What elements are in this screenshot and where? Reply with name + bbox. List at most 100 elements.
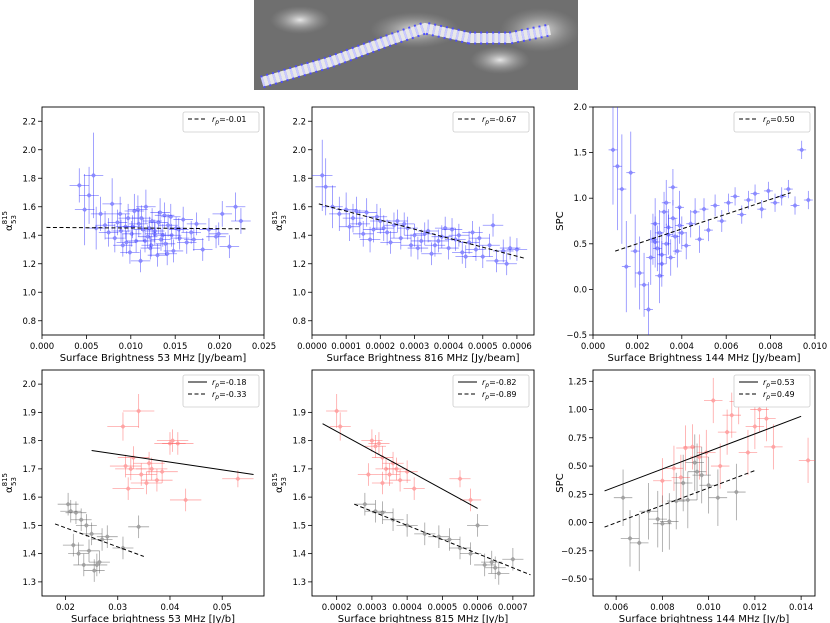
y-axis-label: α81553 xyxy=(271,211,288,231)
marker xyxy=(142,238,148,244)
x-tick-label: 0.0007 xyxy=(498,603,528,613)
data-point xyxy=(81,522,103,546)
marker xyxy=(398,235,404,241)
marker xyxy=(123,239,129,245)
y-tick-label: 1.8 xyxy=(22,437,36,447)
data-point xyxy=(630,214,640,288)
data-point xyxy=(83,132,104,219)
legend-r: r xyxy=(763,115,767,124)
data-point xyxy=(141,233,161,257)
data-point xyxy=(111,219,131,243)
data-point xyxy=(354,492,376,516)
marker xyxy=(752,191,758,197)
data-point xyxy=(396,514,418,537)
data-point xyxy=(699,198,709,221)
marker xyxy=(614,163,621,169)
data-point xyxy=(655,210,665,256)
data-point xyxy=(687,443,707,500)
data-point xyxy=(356,198,377,227)
marker xyxy=(665,232,672,238)
data-point xyxy=(141,468,173,492)
fit-line-dashed xyxy=(615,192,791,252)
y-axis-label-superscript: 815 xyxy=(1,211,9,224)
data-point xyxy=(421,242,442,266)
marker xyxy=(232,204,239,210)
marker xyxy=(372,443,379,449)
marker xyxy=(763,415,770,422)
marker xyxy=(659,521,665,527)
y-tick-label: 0.0 xyxy=(573,285,587,295)
y-axis-label: α81553 xyxy=(1,473,18,493)
data-point xyxy=(655,248,665,304)
data-point xyxy=(373,215,394,241)
marker xyxy=(432,242,438,248)
data-point xyxy=(368,432,390,455)
marker xyxy=(466,239,472,245)
x-tick-label: 0.0002 xyxy=(365,342,395,352)
y-axis-label-superscript: 815 xyxy=(1,473,9,486)
data-point xyxy=(169,488,202,512)
marker xyxy=(645,508,652,514)
data-point xyxy=(496,252,517,276)
marker xyxy=(146,225,153,231)
legend-r: r xyxy=(482,390,486,399)
data-point xyxy=(449,536,471,560)
data-point xyxy=(74,173,95,246)
marker xyxy=(712,202,718,209)
x-tick-label: 0.015 xyxy=(163,342,187,352)
marker xyxy=(668,254,674,261)
marker xyxy=(449,226,455,233)
marker xyxy=(745,449,751,456)
data-point xyxy=(181,221,201,244)
marker xyxy=(235,476,241,482)
data-point xyxy=(192,238,213,261)
data-point xyxy=(659,191,669,232)
legend-box xyxy=(182,374,260,408)
marker xyxy=(710,397,716,404)
data-point xyxy=(763,181,773,201)
y-tick-label: 2.2 xyxy=(22,117,36,127)
data-point xyxy=(717,210,727,232)
legend-box xyxy=(733,111,811,133)
y-tick-label: 1.4 xyxy=(292,550,306,560)
marker xyxy=(158,236,164,243)
marker xyxy=(756,406,763,413)
marker xyxy=(219,211,225,217)
marker xyxy=(106,229,112,235)
data-point xyxy=(186,212,207,236)
marker xyxy=(184,239,190,245)
data-point xyxy=(681,231,691,260)
legend-label: rp=0.49 xyxy=(763,390,795,401)
marker xyxy=(337,423,343,430)
data-point xyxy=(745,403,765,450)
marker xyxy=(120,545,126,551)
data-point xyxy=(730,187,740,206)
marker xyxy=(374,214,380,220)
marker xyxy=(127,249,133,255)
data-point xyxy=(117,446,150,469)
marker xyxy=(661,209,667,215)
legend-r: r xyxy=(763,378,767,387)
x-tick-label: 0.008 xyxy=(650,603,674,613)
legend-subscript: p xyxy=(214,394,219,401)
data-point xyxy=(710,194,720,217)
y-tick-label: 1.4 xyxy=(292,231,306,241)
radio-image-glow xyxy=(270,6,330,34)
x-tick-label: 0.002 xyxy=(625,342,649,352)
data-point xyxy=(69,168,90,203)
data-point xyxy=(621,221,631,313)
marker xyxy=(473,246,479,253)
marker xyxy=(792,202,798,209)
y-tick-label: 1.2 xyxy=(292,260,306,270)
x-tick-label: 0.0000 xyxy=(297,342,327,352)
marker xyxy=(86,548,92,554)
legend-label: rp=-0.89 xyxy=(482,390,517,401)
marker xyxy=(772,200,778,206)
marker xyxy=(390,460,396,466)
data-point xyxy=(124,193,145,229)
marker xyxy=(136,408,142,414)
x-tick-label: 0.010 xyxy=(119,342,143,352)
marker xyxy=(415,245,421,251)
scatter-panel-sb53-alpha: 0.000 0.005 0.010 0.015 0.020 0.025 0.8 1.0 1.2 1… xyxy=(1,106,276,364)
legend-r: r xyxy=(212,378,216,387)
